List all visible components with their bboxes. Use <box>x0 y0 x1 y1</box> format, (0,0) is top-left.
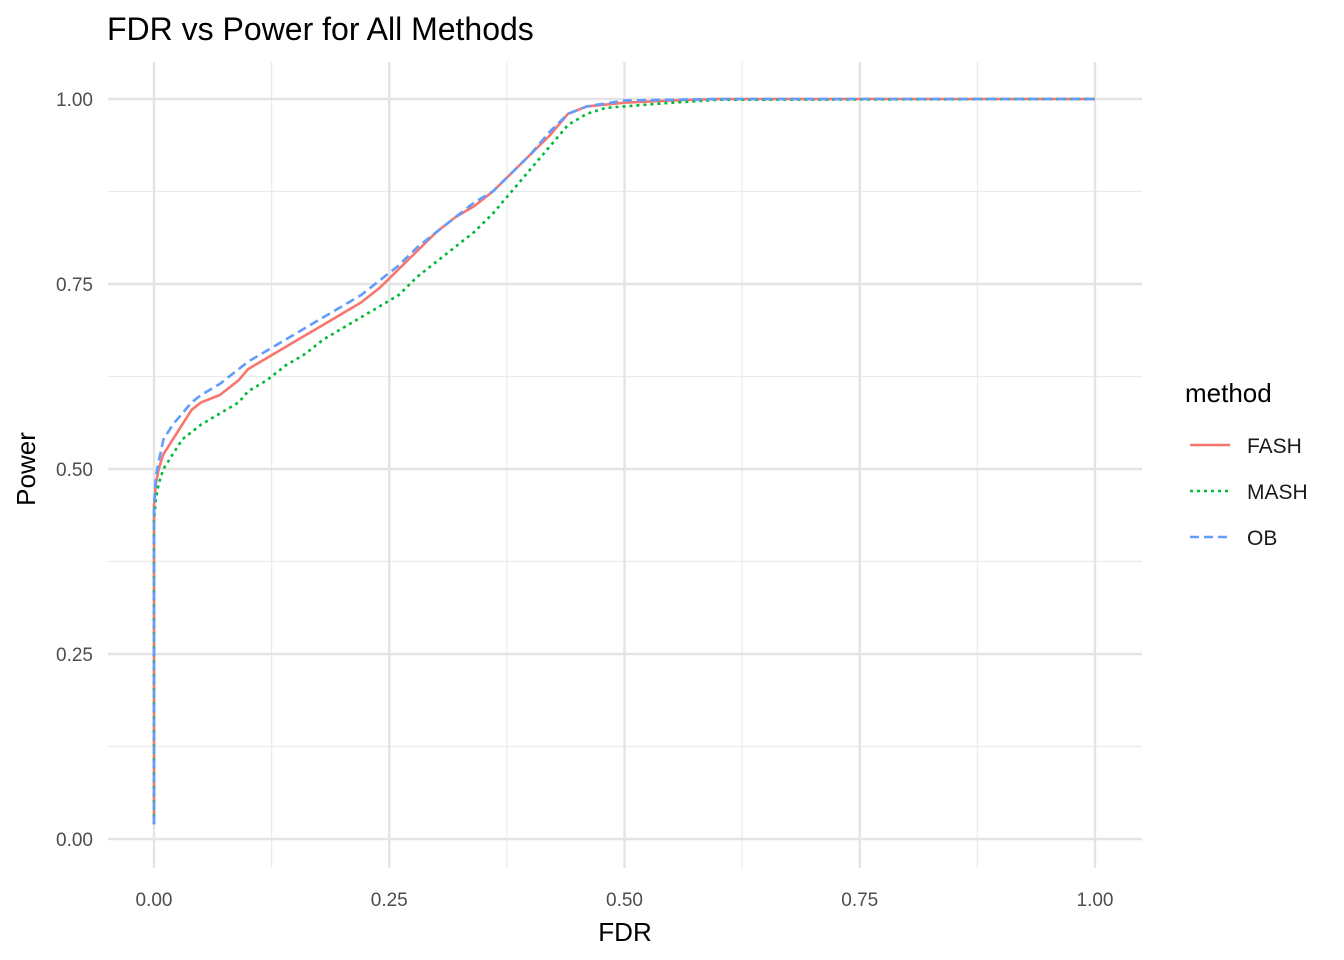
y-tick-label: 1.00 <box>56 90 93 111</box>
x-tick-label: 0.75 <box>841 890 878 911</box>
legend-label-ob: OB <box>1247 527 1277 550</box>
series-lines <box>152 97 1096 825</box>
y-tick-label: 0.00 <box>56 830 93 851</box>
x-tick-label: 0.00 <box>136 890 173 911</box>
axis-tick-labels: 0.00 0.25 0.50 0.75 1.00 0.00 0.25 0.50 0.75 1.00 <box>56 90 1113 911</box>
series-line-fash <box>152 97 1095 825</box>
x-tick-label: 0.25 <box>371 890 408 911</box>
y-tick-label: 0.25 <box>56 645 93 666</box>
legend-title: method <box>1185 378 1272 408</box>
y-tick-label: 0.75 <box>56 275 93 296</box>
legend-label-mash: MASH <box>1247 481 1308 504</box>
legend-label-fash: FASH <box>1247 435 1302 458</box>
y-axis-title: Power <box>11 432 41 506</box>
legend: method FASH MASH OB <box>1185 378 1308 550</box>
x-tick-label: 1.00 <box>1077 890 1114 911</box>
legend-items: FASH MASH OB <box>1190 435 1308 550</box>
y-tick-label: 0.50 <box>56 460 93 481</box>
x-tick-label: 0.50 <box>606 890 643 911</box>
series-line-ob <box>152 97 1095 825</box>
x-axis-title: FDR <box>598 917 651 947</box>
gridlines <box>108 62 1142 868</box>
chart-title: FDR vs Power for All Methods <box>107 11 534 47</box>
